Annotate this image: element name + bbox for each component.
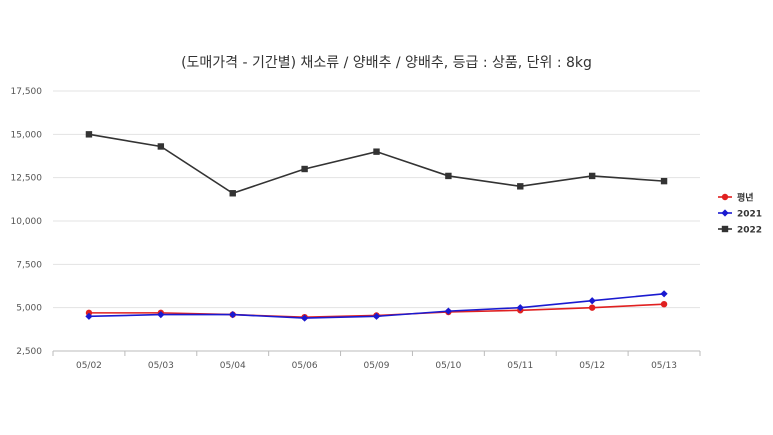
data-point-2021 <box>588 297 596 305</box>
data-point-2022 <box>157 143 165 150</box>
series-line-2022 <box>88 133 665 195</box>
data-point-2022 <box>517 183 524 190</box>
data-point-2022 <box>85 131 93 138</box>
data-point-2022 <box>301 165 308 173</box>
data-point-2021 <box>85 312 93 320</box>
data-point-2021 <box>301 314 309 322</box>
data-point-평년 <box>660 301 668 308</box>
y-tick-label: 2,500 <box>16 347 42 357</box>
x-tick-label: 05/02 <box>76 361 102 371</box>
legend-marker-평년 <box>721 193 729 201</box>
x-tick-label: 05/13 <box>651 361 677 371</box>
y-tick-label: 5,000 <box>16 304 42 314</box>
x-tick-label: 05/10 <box>435 361 461 371</box>
y-tick-label: 10,000 <box>11 217 43 227</box>
data-point-2021 <box>229 311 237 319</box>
data-point-2021 <box>444 307 452 315</box>
y-tick-label: 15,000 <box>11 130 43 140</box>
legend-marker-2022 <box>721 225 729 233</box>
x-tick-label: 05/03 <box>148 361 174 371</box>
legend-label-평년: 평년 <box>737 192 754 204</box>
x-tick-label: 05/11 <box>507 361 533 371</box>
y-tick-label: 17,500 <box>11 87 43 97</box>
data-point-평년 <box>588 304 596 311</box>
data-point-2021 <box>372 312 381 320</box>
data-point-2022 <box>588 172 596 180</box>
y-tick-label: 7,500 <box>16 260 42 270</box>
data-point-2022 <box>445 172 452 180</box>
x-tick-label: 05/04 <box>220 361 246 371</box>
data-point-2022 <box>660 177 668 185</box>
chart-title: (도매가격 - 기간별) 채소류 / 양배추 / 양배추, 등급 : 상품, 단… <box>181 55 592 71</box>
x-tick-label: 05/09 <box>364 361 390 371</box>
x-tick-label: 05/12 <box>579 361 605 371</box>
data-point-2022 <box>373 148 380 155</box>
data-point-2021 <box>157 311 165 319</box>
data-point-2021 <box>516 304 524 312</box>
data-point-2021 <box>660 290 668 298</box>
y-tick-label: 12,500 <box>11 174 43 184</box>
legend-label-2022: 2022 <box>737 226 762 236</box>
legend-marker-2021 <box>721 209 729 217</box>
data-point-2022 <box>229 190 236 197</box>
legend-label-2021: 2021 <box>737 210 762 220</box>
x-tick-label: 05/06 <box>292 361 318 371</box>
